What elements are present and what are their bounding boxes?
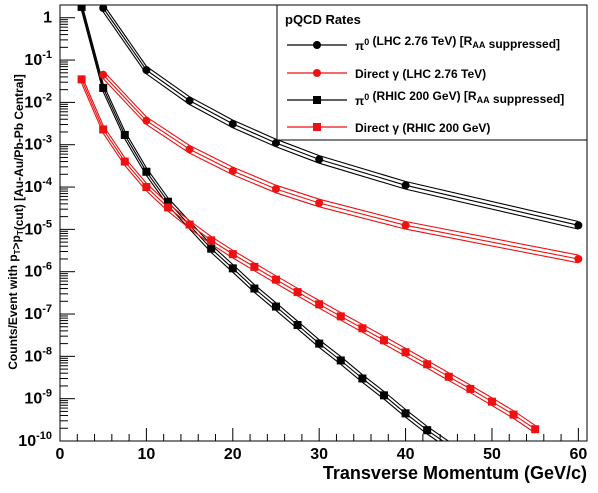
series-markers bbox=[77, 5, 583, 449]
y-tick-label: 10-4 bbox=[24, 176, 52, 196]
series-1-line-1 bbox=[102, 74, 579, 260]
legend-entry: Direct γ (LHC 2.76 TeV) bbox=[355, 67, 486, 81]
series-2-point bbox=[250, 284, 259, 293]
series-3-point bbox=[336, 312, 345, 321]
legend-entry: π0 (LHC 2.76 TeV) [RAA suppressed] bbox=[355, 34, 560, 53]
series-2-point bbox=[142, 167, 151, 176]
legend-swatch-marker bbox=[313, 41, 321, 49]
y-tick-label: 10-5 bbox=[24, 218, 52, 238]
y-tick-label: 10-10 bbox=[18, 430, 52, 450]
y-tick-label: 10-9 bbox=[24, 388, 52, 408]
series-0-point bbox=[185, 96, 194, 105]
series-1-point bbox=[574, 254, 583, 263]
x-tick-label: 10 bbox=[137, 446, 155, 463]
series-3-point bbox=[142, 183, 151, 192]
series-3-point bbox=[466, 384, 475, 393]
series-3-line-0 bbox=[81, 82, 536, 434]
legend-title: pQCD Rates bbox=[285, 12, 361, 27]
y-tick-label: 10-8 bbox=[24, 345, 52, 365]
series-3-point bbox=[207, 236, 216, 245]
x-tick-label: 0 bbox=[56, 446, 65, 463]
series-1-line-0 bbox=[102, 78, 579, 264]
series-2-point bbox=[445, 441, 453, 449]
series-2-point bbox=[99, 83, 108, 92]
x-tick-label: 60 bbox=[569, 446, 587, 463]
series-0-point bbox=[271, 138, 280, 147]
series-2-point bbox=[77, 5, 86, 11]
series-3-point bbox=[250, 262, 259, 271]
series-3-point bbox=[487, 397, 496, 406]
y-tick-label: 10-6 bbox=[24, 261, 52, 281]
series-0-point bbox=[142, 66, 151, 75]
legend: pQCD Rates π0 (LHC 2.76 TeV) [RAA suppres… bbox=[276, 4, 588, 141]
series-3-point bbox=[531, 425, 540, 434]
x-axis-label: Transverse Momentum (GeV/c) bbox=[323, 463, 587, 483]
y-axis-ticks: 10-10 10-9 10-8 10-7 10-6 10-5 10-4 10-3 10-2 10-… bbox=[18, 4, 75, 450]
series-0-line-0 bbox=[102, 11, 579, 230]
series-3-point bbox=[379, 336, 388, 345]
series-3-point bbox=[77, 75, 86, 84]
series-3-point bbox=[99, 125, 108, 134]
series-3-point bbox=[315, 300, 324, 309]
series-2-point bbox=[423, 426, 432, 435]
y-tick-label: 10-2 bbox=[24, 91, 52, 111]
series-0-line-1 bbox=[102, 7, 579, 226]
series-2-point bbox=[401, 409, 410, 418]
series-3-point bbox=[401, 348, 410, 357]
series-0-point bbox=[574, 221, 583, 230]
y-axis-label: Counts/Event with pT>pT(cut) [Au-Au/Pb-P… bbox=[6, 74, 26, 369]
series-3-point bbox=[271, 275, 280, 284]
series-3-point bbox=[293, 288, 302, 297]
x-tick-label: 20 bbox=[224, 446, 242, 463]
series-0-point bbox=[401, 181, 410, 190]
series-3-point bbox=[185, 220, 194, 229]
series-1-line-2 bbox=[102, 70, 579, 256]
series-2-point bbox=[228, 264, 237, 273]
y-tick-label: 10-7 bbox=[24, 303, 52, 323]
series-2-point bbox=[315, 339, 324, 348]
series-3-point bbox=[120, 157, 129, 166]
series-2-point bbox=[163, 197, 172, 206]
x-tick-label: 40 bbox=[397, 446, 415, 463]
series-3-point bbox=[423, 360, 432, 369]
series-3-point bbox=[509, 410, 518, 419]
series-1-point bbox=[401, 221, 410, 230]
x-tick-label: 50 bbox=[483, 446, 501, 463]
x-tick-label: 30 bbox=[310, 446, 328, 463]
legend-swatch-marker bbox=[313, 96, 321, 104]
series-3-point bbox=[444, 372, 453, 381]
series-0-point bbox=[315, 155, 324, 164]
series-2-point bbox=[336, 356, 345, 365]
legend-entry: Direct γ (RHIC 200 GeV) bbox=[355, 121, 490, 135]
legend-swatch-marker bbox=[313, 69, 321, 77]
series-1-point bbox=[142, 116, 151, 125]
series-0-point bbox=[99, 5, 108, 12]
series-2-point bbox=[293, 321, 302, 330]
y-tick-label: 10-1 bbox=[24, 49, 52, 69]
series-2-point bbox=[379, 391, 388, 400]
series-3-point bbox=[358, 324, 367, 333]
legend-swatch-marker bbox=[313, 123, 321, 131]
series-1-point bbox=[185, 145, 194, 154]
series-1-point bbox=[228, 166, 237, 175]
y-tick-label: 10-3 bbox=[24, 134, 52, 154]
series-3-point bbox=[163, 203, 172, 212]
series-3-point bbox=[228, 250, 237, 259]
y-tick-label: 1 bbox=[43, 10, 52, 27]
series-0-line-2 bbox=[103, 5, 579, 223]
series-3-line-1 bbox=[81, 79, 536, 430]
series-2-point bbox=[207, 244, 216, 253]
series-2-point bbox=[358, 374, 367, 383]
series-1-point bbox=[315, 198, 324, 207]
series-1-point bbox=[271, 184, 280, 193]
series-2-point bbox=[271, 302, 280, 311]
legend-entry: π0 (RHIC 200 GeV) [RAA suppressed] bbox=[355, 89, 564, 108]
series-3-line-2 bbox=[81, 75, 536, 426]
series-0-point bbox=[228, 119, 237, 128]
series-1-point bbox=[99, 70, 108, 79]
series-2-point bbox=[120, 130, 129, 139]
x-axis-ticks: 0 10 20 30 40 50 60 bbox=[56, 428, 587, 463]
